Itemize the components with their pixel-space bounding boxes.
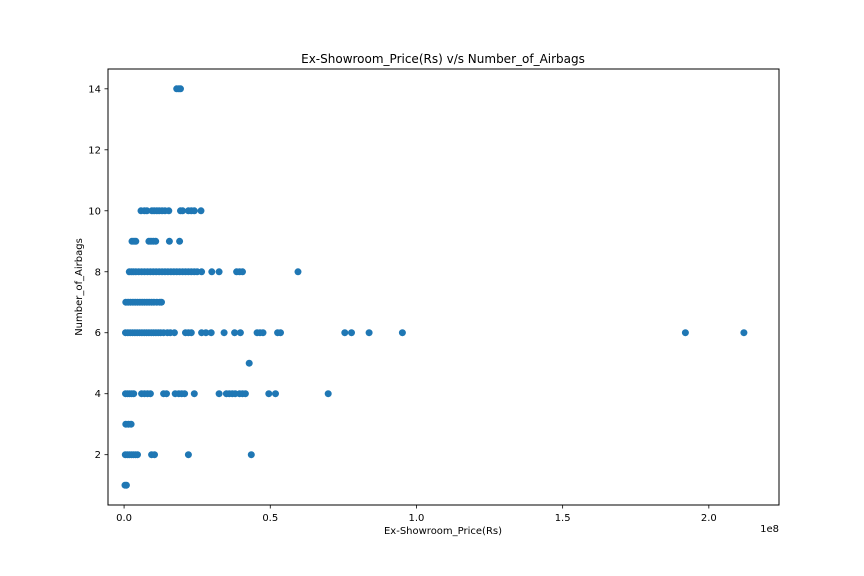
data-points xyxy=(121,85,748,489)
x-axis-label: Ex-Showroom_Price(Rs) xyxy=(384,526,502,537)
x-axis-offset-label: 1e8 xyxy=(760,524,779,535)
data-point xyxy=(740,329,748,337)
data-point xyxy=(348,329,355,337)
data-point xyxy=(177,85,184,93)
data-point xyxy=(247,451,255,459)
y-tick-label: 12 xyxy=(88,145,101,156)
data-point xyxy=(198,268,206,276)
x-tick-label: 0.5 xyxy=(262,513,278,524)
data-point xyxy=(130,390,138,398)
data-point xyxy=(231,329,239,337)
data-point xyxy=(165,237,173,245)
data-point xyxy=(122,481,130,489)
data-point xyxy=(152,237,160,245)
axes-frame xyxy=(107,68,780,506)
data-point xyxy=(236,329,244,337)
y-tick-label: 14 xyxy=(88,84,101,95)
data-point xyxy=(681,329,689,337)
data-point xyxy=(190,390,198,398)
x-tick-label: 1.5 xyxy=(555,513,571,524)
data-point xyxy=(241,390,249,398)
y-tick-label: 8 xyxy=(95,267,101,278)
x-axis-ticks: 0.0 0.5 1.0 1.5 2.0 xyxy=(116,505,717,524)
data-point xyxy=(398,329,406,337)
y-tick-label: 6 xyxy=(95,328,101,339)
data-point xyxy=(324,390,332,398)
data-point xyxy=(215,390,223,398)
data-point xyxy=(184,451,192,459)
data-point xyxy=(259,329,267,337)
y-tick-label: 4 xyxy=(95,389,101,400)
data-point xyxy=(365,329,373,337)
data-point xyxy=(272,390,279,398)
chart-title: Ex-Showroom_Price(Rs) v/s Number_of_Airb… xyxy=(301,52,585,66)
y-tick-label: 10 xyxy=(88,206,101,217)
data-point xyxy=(179,207,187,215)
data-point xyxy=(170,329,178,337)
data-point xyxy=(208,268,216,276)
x-tick-label: 2.0 xyxy=(701,513,717,524)
data-point xyxy=(158,298,165,306)
data-point xyxy=(277,329,284,337)
data-point xyxy=(163,390,170,398)
data-point xyxy=(146,390,154,398)
data-point xyxy=(220,329,228,337)
data-point xyxy=(165,207,173,215)
data-point xyxy=(341,329,349,337)
data-point xyxy=(134,451,141,459)
data-point xyxy=(197,207,205,215)
x-tick-label: 1.0 xyxy=(409,513,425,524)
data-point xyxy=(143,207,151,215)
data-point xyxy=(190,207,198,215)
data-point xyxy=(215,268,223,276)
data-point xyxy=(127,420,135,428)
data-point xyxy=(239,268,246,276)
x-tick-label: 0.0 xyxy=(116,513,132,524)
data-point xyxy=(207,329,215,337)
data-point xyxy=(176,237,184,245)
data-point xyxy=(151,451,158,459)
data-point xyxy=(132,237,140,245)
data-point xyxy=(202,329,210,337)
y-axis-ticks: 2 4 6 8 10 12 14 xyxy=(88,84,108,461)
y-tick-label: 2 xyxy=(95,450,101,461)
y-axis-label: Number_of_Airbags xyxy=(74,238,85,336)
data-point xyxy=(187,329,195,337)
data-point xyxy=(294,268,302,276)
data-point xyxy=(181,390,189,398)
data-point xyxy=(245,359,253,367)
data-point xyxy=(265,390,273,398)
